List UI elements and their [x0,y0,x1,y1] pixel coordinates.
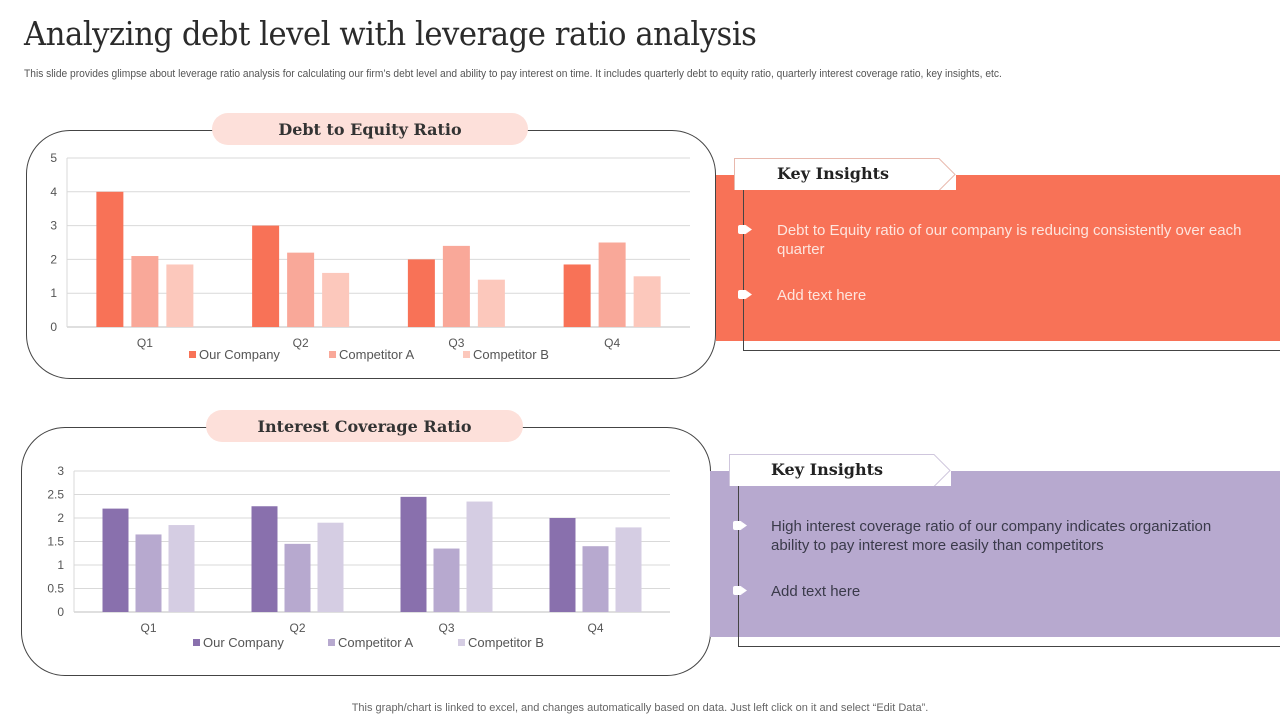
debt-equity-chart-title: Debt to Equity Ratio [212,113,528,145]
legend-label[interactable]: Competitor A [339,347,414,362]
bar-competitor-a-q3[interactable] [433,548,460,612]
y-tick-label: 2 [57,511,64,525]
legend-label[interactable]: Competitor B [468,635,544,650]
y-tick-label: 3 [50,219,57,233]
bar-our-company-q1[interactable] [102,508,129,612]
footer-note: This graph/chart is linked to excel, and… [351,702,929,714]
y-tick-label: 0 [57,605,64,619]
y-tick-label: 2.5 [47,488,64,502]
y-tick-label: 4 [50,185,57,199]
y-tick-label: 2 [50,252,57,266]
page-subtitle: This slide provides glimpse about levera… [24,68,1002,80]
bar-competitor-b-q2[interactable] [322,272,350,327]
debt-insight-bullet: Debt to Equity ratio of our company is r… [777,222,1242,258]
bar-competitor-b-q1[interactable] [168,525,195,612]
bar-our-company-q2[interactable] [251,506,278,612]
bar-competitor-a-q4[interactable] [582,546,609,612]
legend-label[interactable]: Our Company [199,347,280,362]
y-tick-label: 0.5 [47,582,64,596]
debt-insight-bullet: Add text here [777,287,867,304]
page-title: Analyzing debt level with leverage ratio… [24,14,757,53]
x-tick-label: Q2 [293,336,309,350]
legend-swatch [193,639,200,646]
legend-swatch [189,351,196,358]
legend-label[interactable]: Our Company [203,635,284,650]
legend-label[interactable]: Competitor B [473,347,549,362]
debt-insights-heading: Key Insights [777,164,890,183]
bullet-arrow-icon [738,225,752,234]
bar-competitor-b-q2[interactable] [317,522,344,612]
legend-swatch [463,351,470,358]
y-tick-label: 1 [57,558,64,572]
bar-competitor-b-q3[interactable] [466,501,493,612]
bar-competitor-a-q2[interactable] [287,252,315,327]
bullet-arrow-icon [733,586,747,595]
bar-competitor-a-q1[interactable] [131,256,159,327]
x-tick-label: Q3 [448,336,464,350]
bar-competitor-b-q4[interactable] [633,276,661,327]
bullet-arrow-icon [733,521,747,530]
legend-swatch [328,639,335,646]
bar-competitor-b-q4[interactable] [615,527,642,612]
y-tick-label: 0 [50,320,57,334]
x-tick-label: Q1 [140,621,156,635]
legend-swatch [458,639,465,646]
legend-swatch [329,351,336,358]
bar-our-company-q1[interactable] [96,191,124,327]
interest-coverage-chart-title: Interest Coverage Ratio [206,410,523,442]
bar-competitor-a-q1[interactable] [135,534,162,612]
x-tick-label: Q4 [604,336,620,350]
x-tick-label: Q3 [438,621,454,635]
coverage-insights-band [710,471,1280,637]
x-tick-label: Q2 [289,621,305,635]
legend-label[interactable]: Competitor A [338,635,413,650]
bullet-arrow-icon [738,290,752,299]
coverage-insights-heading: Key Insights [771,460,884,479]
bar-competitor-a-q3[interactable] [442,245,470,327]
y-tick-label: 5 [50,151,57,165]
bar-our-company-q3[interactable] [407,259,435,327]
bar-competitor-a-q2[interactable] [284,543,311,612]
x-tick-label: Q1 [137,336,153,350]
coverage-insights-frame [738,486,1280,647]
x-tick-label: Q4 [587,621,603,635]
bar-competitor-b-q1[interactable] [166,264,194,327]
y-tick-label: 3 [57,464,64,478]
coverage-insight-bullet: Add text here [771,583,861,600]
bar-our-company-q4[interactable] [563,264,591,327]
y-tick-label: 1 [50,286,57,300]
debt-insights-band [716,175,1280,341]
debt-insights-frame [743,190,1280,351]
coverage-insights-tab [729,454,951,486]
bar-our-company-q3[interactable] [400,496,427,612]
debt-insights-tab [734,158,956,190]
bar-competitor-b-q3[interactable] [477,279,505,327]
bar-competitor-a-q4[interactable] [598,242,626,328]
bar-our-company-q4[interactable] [549,518,576,612]
bar-our-company-q2[interactable] [252,225,280,327]
coverage-insight-bullet: High interest coverage ratio of our comp… [771,518,1212,554]
y-tick-label: 1.5 [47,535,64,549]
